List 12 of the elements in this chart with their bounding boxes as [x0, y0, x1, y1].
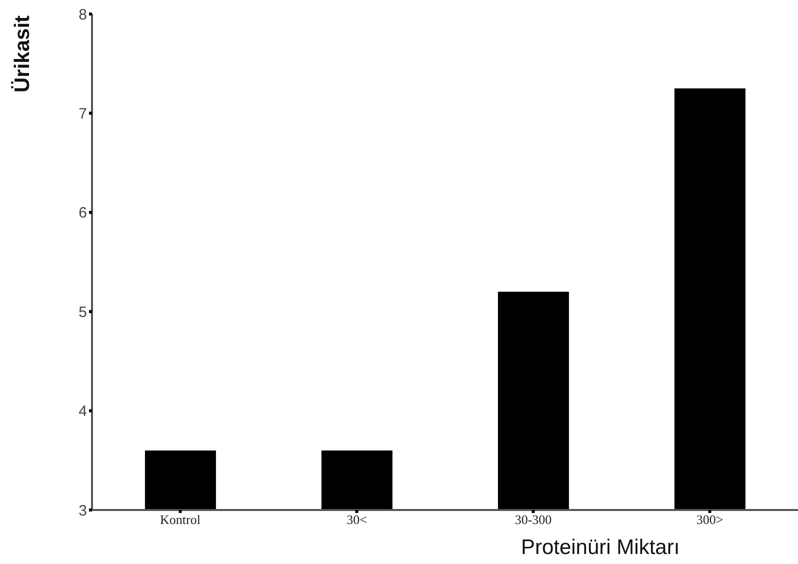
y-tick-label: 7: [78, 106, 87, 123]
y-tick-label: 3: [78, 502, 87, 520]
y-axis-title: Ürikasit: [11, 15, 34, 93]
y-tick-label: 5: [78, 304, 87, 321]
x-tick-label: 30<: [346, 512, 367, 528]
x-tick-label: 300>: [696, 512, 724, 528]
y-tick-label: 6: [78, 204, 87, 222]
x-tick-label: 30-300: [514, 512, 552, 528]
x-axis-title: Proteinüri Miktarı: [520, 536, 680, 559]
y-tick-label: 4: [78, 403, 87, 420]
y-tick-label: 8: [78, 6, 87, 24]
x-tick-label: Kontrol: [160, 512, 201, 528]
